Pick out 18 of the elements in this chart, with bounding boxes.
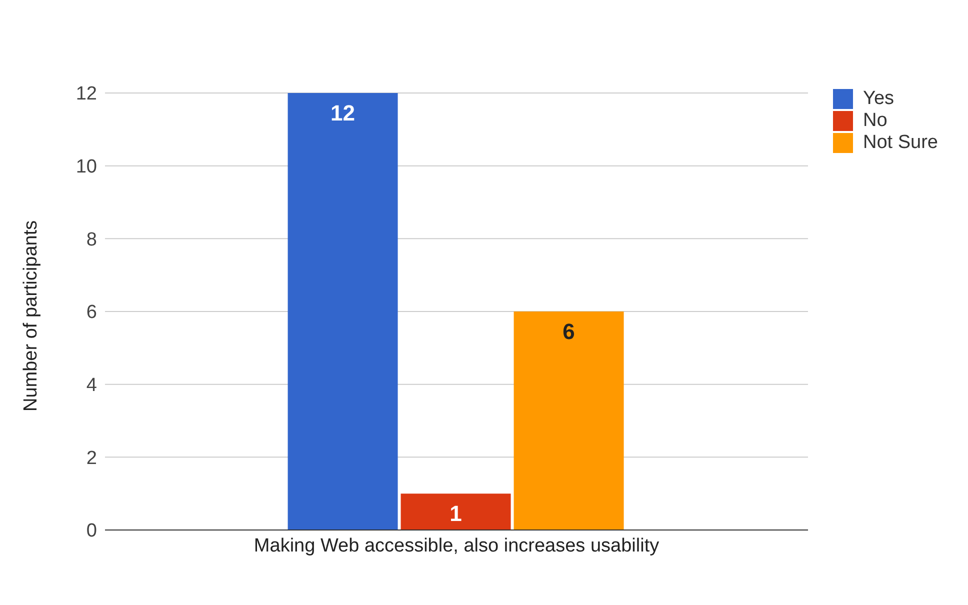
legend-label: No (863, 110, 888, 131)
legend-label: Not Sure (863, 132, 938, 153)
x-tick-label: Making Web accessible, also increases usability (254, 535, 660, 556)
bar (514, 312, 624, 530)
y-tick-label: 10 (76, 156, 97, 178)
y-axis-title: Number of participants (20, 220, 42, 412)
y-tick-label: 12 (76, 84, 97, 105)
y-tick-label: 0 (86, 520, 97, 542)
bar (288, 93, 398, 530)
y-tick-label: 4 (86, 375, 98, 396)
legend-label: Yes (863, 88, 894, 109)
data-label: 12 (330, 100, 356, 126)
data-label: 1 (450, 501, 462, 526)
y-tick-label: 6 (86, 302, 97, 324)
y-tick-label: 8 (86, 229, 97, 250)
bar (400, 494, 511, 530)
data-label: 6 (562, 319, 575, 344)
y-tick-label: 2 (86, 448, 97, 469)
